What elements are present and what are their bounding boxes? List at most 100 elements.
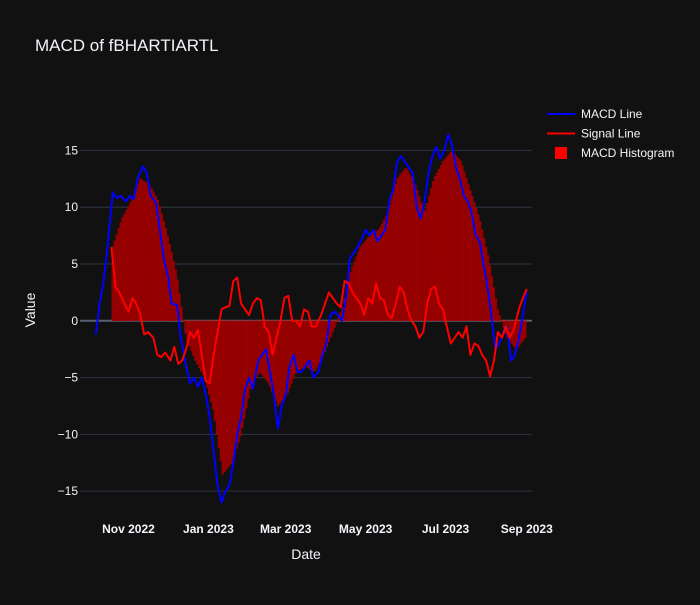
histogram-bar (416, 190, 419, 321)
histogram-bar (467, 183, 470, 321)
histogram-bar (498, 315, 501, 321)
legend-item[interactable]: Signal Line (547, 127, 641, 141)
histogram-bar (522, 320, 525, 341)
histogram-bar (180, 306, 183, 321)
y-tick-label: 5 (71, 257, 78, 271)
histogram-bar (306, 320, 309, 368)
histogram-bar (255, 320, 258, 379)
histogram-bar (219, 320, 222, 461)
histogram-bar (500, 320, 503, 322)
histogram-bar (314, 320, 317, 371)
histogram-bar (270, 320, 273, 392)
histogram-bar (373, 232, 376, 321)
legend[interactable]: MACD Line Signal Line MACD Histogram (547, 107, 674, 160)
histogram-bar (213, 320, 216, 421)
legend-item[interactable]: MACD Histogram (555, 146, 674, 160)
legend-label: MACD Histogram (581, 146, 674, 160)
y-axis-label: Value (22, 292, 38, 327)
histogram-bar (481, 229, 484, 321)
histogram-bar (371, 233, 374, 321)
histogram-bar (433, 176, 437, 321)
x-axis-ticks: Nov 2022 Jan 2023 Mar 2023 May 2023 Jul 2023… (102, 522, 553, 536)
histogram-bar (308, 320, 311, 369)
x-tick-label: Nov 2022 (102, 522, 155, 536)
histogram-bar (158, 206, 161, 321)
histogram-bar (296, 320, 299, 372)
histogram-bar (129, 202, 132, 321)
histogram-bar (119, 222, 122, 321)
histogram-bar (394, 183, 397, 321)
histogram-bar (121, 217, 124, 321)
histogram-bar (221, 320, 224, 475)
histogram-bar (207, 320, 211, 395)
y-axis-ticks: −15 −10 −5 0 5 10 15 (58, 143, 79, 498)
histogram-bar (494, 298, 498, 321)
histogram-bar (194, 320, 197, 361)
histogram-bar (369, 235, 372, 321)
histogram-bar (257, 320, 260, 375)
histogram-bar (453, 153, 456, 321)
y-tick-label: 10 (65, 200, 79, 214)
histogram-bar (174, 269, 177, 321)
histogram-bar (217, 320, 220, 448)
y-tick-label: −5 (64, 371, 78, 385)
x-tick-label: Mar 2023 (260, 522, 312, 536)
x-axis-label: Date (291, 546, 321, 562)
x-tick-label: Jan 2023 (183, 522, 234, 536)
histogram-bar (135, 188, 138, 321)
histogram-bar (426, 202, 429, 321)
histogram-bar (406, 169, 409, 321)
histogram-bar (274, 320, 277, 402)
histogram-bar (349, 272, 352, 321)
histogram-bar (445, 156, 448, 321)
histogram-bar (123, 213, 126, 321)
histogram-bar (233, 320, 236, 455)
y-tick-label: −15 (58, 484, 79, 498)
histogram-bar (147, 183, 150, 321)
histogram-bar (392, 190, 395, 321)
histogram-bar (235, 320, 238, 449)
histogram-bar (117, 228, 120, 321)
histogram-bar (215, 320, 218, 435)
histogram-bar (231, 320, 234, 461)
histogram-bar (365, 239, 368, 321)
histogram-bar (249, 320, 252, 390)
histogram-bar (292, 320, 295, 379)
histogram-bar (125, 209, 128, 321)
histogram-bar (463, 171, 466, 321)
x-tick-label: Sep 2023 (501, 522, 553, 536)
histogram-bar (151, 189, 154, 321)
histogram-bar (377, 230, 380, 321)
histogram-bar (449, 151, 452, 321)
histogram-bar (382, 220, 386, 321)
histogram-bar (465, 177, 468, 321)
histogram-bar (223, 320, 226, 472)
histogram-bar (243, 320, 246, 419)
histogram-bar (408, 173, 411, 321)
histogram-bar (272, 320, 275, 397)
histogram-bar (363, 241, 366, 321)
histogram-bar (196, 320, 199, 365)
histogram-bar (435, 172, 439, 321)
histogram-bar (229, 320, 232, 465)
histogram-bar (247, 320, 250, 399)
signal-line-path (110, 246, 528, 385)
histogram-bar (137, 183, 140, 321)
histogram-bar (443, 159, 446, 321)
legend-item[interactable]: MACD Line (547, 107, 643, 121)
histogram-bar (447, 154, 450, 321)
histogram-bar (439, 165, 442, 321)
histogram-bar (263, 320, 266, 378)
histogram-bar (367, 237, 370, 321)
histogram-bar (424, 210, 427, 321)
histogram-bar (329, 320, 332, 338)
histogram-bar (398, 175, 401, 321)
histogram-bar (209, 320, 213, 403)
histogram-bar (141, 179, 144, 321)
histogram-bar (355, 256, 358, 321)
histogram-bar (386, 212, 389, 321)
histogram-bar (323, 320, 327, 352)
x-tick-label: Jul 2023 (422, 522, 470, 536)
histogram-bar (304, 320, 307, 367)
histogram-bar (378, 227, 382, 321)
